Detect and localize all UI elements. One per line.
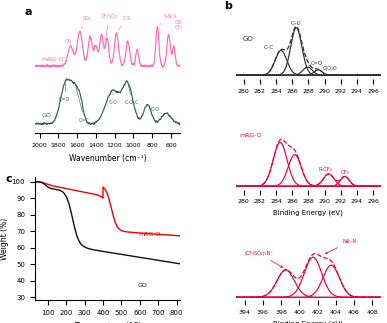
Text: CF₃: CF₃ bbox=[341, 170, 349, 175]
Text: CN: CN bbox=[65, 39, 72, 46]
Text: GO: GO bbox=[138, 283, 148, 288]
Text: C–C: C–C bbox=[264, 45, 274, 50]
Text: GO: GO bbox=[41, 113, 51, 118]
Text: R-CF₂: R-CF₂ bbox=[319, 167, 333, 172]
Text: CN
CF₃: CN CF₃ bbox=[169, 20, 183, 35]
X-axis label: Binding Energy (eV): Binding Energy (eV) bbox=[274, 321, 343, 323]
Text: C-S: C-S bbox=[118, 16, 131, 30]
Text: mRG-O: mRG-O bbox=[41, 57, 64, 62]
Text: C–O: C–O bbox=[291, 21, 301, 26]
Text: C(O)O: C(O)O bbox=[323, 66, 337, 71]
Text: S-N-S: S-N-S bbox=[159, 14, 177, 25]
Text: SO₂: SO₂ bbox=[81, 16, 91, 29]
Text: N⊕–N: N⊕–N bbox=[325, 239, 357, 254]
Text: mRG-O: mRG-O bbox=[138, 232, 161, 237]
Text: b: b bbox=[224, 1, 232, 11]
Text: C-O: C-O bbox=[147, 105, 160, 112]
X-axis label: Binding Energy (eV): Binding Energy (eV) bbox=[274, 210, 343, 216]
Y-axis label: Weight (%): Weight (%) bbox=[0, 217, 9, 260]
X-axis label: Temperature (°C): Temperature (°C) bbox=[75, 322, 140, 323]
Text: GO: GO bbox=[242, 36, 253, 42]
Text: C=O: C=O bbox=[59, 83, 70, 102]
Text: C=O: C=O bbox=[311, 61, 323, 66]
X-axis label: Wavenumber (cm⁻¹): Wavenumber (cm⁻¹) bbox=[69, 154, 146, 163]
Text: mRG-O: mRG-O bbox=[240, 133, 262, 138]
Text: c: c bbox=[6, 174, 12, 184]
Text: (CF₃SO₂)₂N⁻: (CF₃SO₂)₂N⁻ bbox=[245, 251, 283, 267]
Text: C=C: C=C bbox=[76, 87, 90, 123]
Text: C-O-C: C-O-C bbox=[125, 85, 139, 105]
Text: C-O: C-O bbox=[109, 93, 118, 105]
Text: CF₃SO₂: CF₃SO₂ bbox=[101, 14, 117, 46]
Text: a: a bbox=[25, 7, 32, 17]
